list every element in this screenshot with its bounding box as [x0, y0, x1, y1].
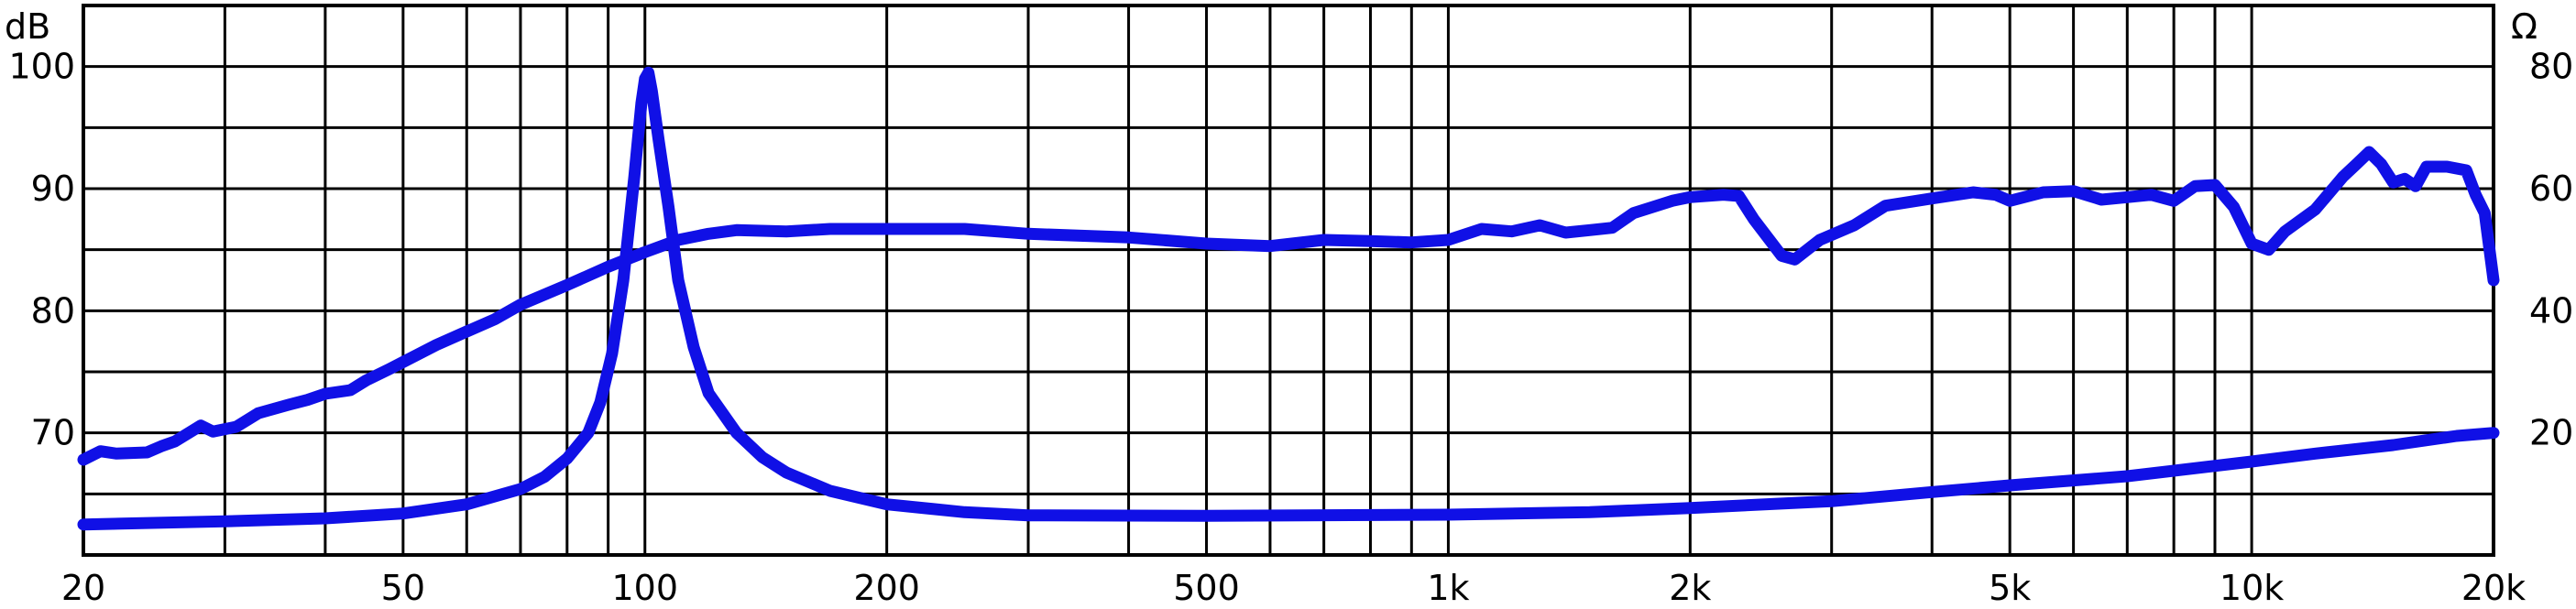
x-tick-label: 50: [381, 568, 425, 608]
right-tick-label: 80: [2529, 47, 2573, 87]
x-tick-label: 5k: [1989, 568, 2031, 608]
left-tick-label: 80: [31, 290, 75, 331]
x-tick-label: 1k: [1427, 568, 1469, 608]
left-tick-label: 70: [31, 413, 75, 453]
right-tick-label: 20: [2529, 413, 2573, 453]
left-axis-unit: dB: [5, 6, 50, 47]
left-tick-label: 90: [31, 169, 75, 209]
x-tick-label: 20: [61, 568, 105, 608]
right-axis-unit: Ω: [2511, 6, 2538, 47]
x-tick-label: 10k: [2220, 568, 2284, 608]
impedance-curve: [77, 66, 2500, 531]
x-tick-label: 200: [853, 568, 920, 608]
right-tick-label: 40: [2529, 290, 2573, 331]
x-tick-label: 20k: [2461, 568, 2526, 608]
right-tick-label: 60: [2529, 169, 2573, 209]
tick-labels: 20 50 100 200 500 1k 2k 5k 10k 20k 70 80 90 100 20 40 60…: [8, 47, 2573, 608]
x-tick-label: 100: [611, 568, 678, 608]
series-layer: [77, 66, 2500, 531]
x-tick-label: 500: [1173, 568, 1240, 608]
spl-curve: [77, 146, 2500, 466]
left-tick-label: 100: [8, 47, 75, 87]
x-tick-label: 2k: [1669, 568, 1711, 608]
